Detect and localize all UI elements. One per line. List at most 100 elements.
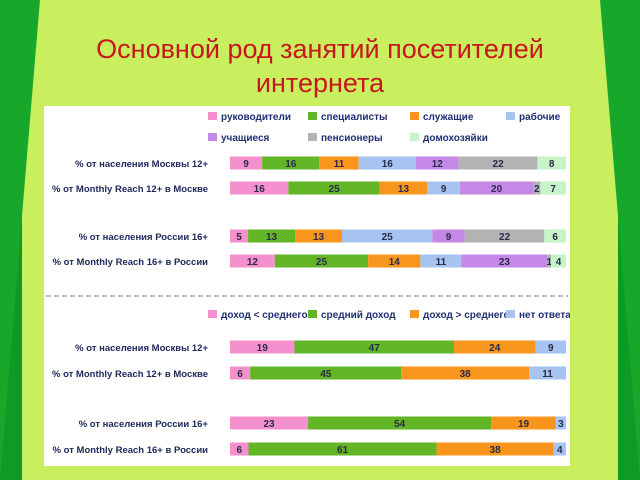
data-label-2-2-1: 6 [237,369,243,380]
bar-segment-2-1-2 [294,340,454,354]
row-label-2-2: % от Monthly Reach 12+ в Москве [52,369,208,380]
data-label-1-1-7: 8 [549,159,555,170]
legend-label-2-2: средний доход [321,310,396,321]
data-label-1-3-5: 9 [446,232,452,243]
legend-swatch-1-2 [308,112,317,120]
data-label-1-4-6: 1 [546,257,552,268]
legend-swatch-1-3 [410,112,419,120]
data-label-1-2-7: 7 [550,184,556,195]
bar-segment-1-1-4 [358,156,416,170]
data-label-2-4-4: 4 [557,445,563,456]
legend-label-2-1: доход < среднего [221,310,308,321]
legend-label-1-2: специалисты [321,112,388,123]
bar-segment-2-1-1 [230,340,295,354]
bar-segment-1-3-6 [464,229,545,243]
data-label-2-3-2: 54 [394,419,406,430]
data-label-1-3-4: 25 [382,232,394,243]
row-label-1-2: % от Monthly Reach 12+ в Москве [52,184,208,195]
row-label-1-3: % от населения России 16+ [79,232,209,243]
data-label-1-1-6: 22 [493,159,505,170]
data-label-1-4-1: 12 [247,257,259,268]
data-label-1-3-1: 5 [236,232,242,243]
legend-swatch-2-4 [506,310,515,318]
bar-segment-1-1-3 [319,156,359,170]
data-label-1-3-2: 13 [266,232,278,243]
legend-swatch-1-1 [208,112,217,120]
bar-segment-1-4-6 [547,254,552,268]
bar-segment-2-4-1 [230,442,249,456]
bar-segment-1-1-2 [262,156,320,170]
stacked-bar-charts: руководители специалисты служащие рабочие уч… [46,111,571,456]
data-label-2-4-2: 61 [337,445,349,456]
bar-segment-2-4-3 [436,442,554,456]
bar-segment-1-4-4 [420,254,462,268]
bar-segment-1-4-1 [230,254,275,268]
bar-segment-1-2-7 [540,181,566,195]
bar-segment-1-4-3 [368,254,421,268]
data-label-2-3-4: 3 [558,419,564,430]
legend-label-1-1: руководители [221,112,291,123]
legend-swatch-1-4 [506,112,515,120]
bar-segment-2-2-2 [250,366,402,380]
bar-segment-2-4-4 [553,442,566,456]
bar-segment-1-2-3 [379,181,428,195]
bar-segment-1-3-2 [248,229,296,243]
legend-label-1-3: служащие [423,112,474,123]
legend-swatch-1-6 [308,133,317,141]
row-label-2-4: % от Monthly Reach 16+ в России [53,445,209,456]
bar-segment-1-2-6 [533,181,541,195]
legend-swatch-2-3 [410,310,419,318]
slide-title: Основной род занятий посетителей интерне… [0,32,640,100]
data-label-1-2-2: 25 [329,184,341,195]
data-label-1-1-3: 11 [334,159,345,170]
data-label-2-4-1: 6 [236,445,242,456]
bar-segment-1-1-6 [458,156,538,170]
legend-swatch-1-7 [410,133,419,141]
bar-segment-1-3-1 [230,229,249,243]
data-label-2-1-1: 19 [257,343,269,354]
data-label-2-2-2: 45 [320,369,332,380]
bar-segment-1-3-5 [432,229,465,243]
row-label-1-1: % от населения Москвы 12+ [75,159,208,170]
row-label-2-3: % от населения России 16+ [79,419,209,430]
data-label-2-4-3: 38 [490,445,502,456]
bar-segment-2-3-2 [308,416,492,430]
legend-label-1-6: пенсионеры [321,133,383,144]
data-label-2-2-3: 38 [460,369,472,380]
bar-segment-2-2-3 [401,366,530,380]
left-green-accent [0,0,40,480]
data-label-1-4-3: 14 [389,257,401,268]
bar-segment-2-3-3 [491,416,556,430]
title-line-2: интернета [255,68,385,98]
legend-swatch-2-1 [208,310,217,318]
data-label-2-3-3: 19 [518,419,530,430]
title-line-1: Основной род занятий посетителей [96,34,544,64]
data-label-1-3-6: 22 [499,232,511,243]
data-label-2-2-4: 11 [542,369,553,380]
data-label-1-3-7: 6 [552,232,558,243]
data-label-1-1-4: 16 [382,159,394,170]
bar-segment-1-2-2 [288,181,380,195]
bar-segment-1-4-5 [461,254,548,268]
right-green-accent [600,0,640,480]
legend-label-1-4: рабочие [519,111,561,123]
bar-segment-2-3-1 [230,416,309,430]
bar-segment-2-1-3 [454,340,536,354]
data-label-1-2-6: 2 [534,184,540,195]
data-label-2-1-4: 9 [548,343,554,354]
data-label-1-4-2: 25 [316,257,328,268]
data-label-2-3-1: 23 [263,419,275,430]
bar-segment-1-3-3 [295,229,342,243]
data-label-1-2-4: 9 [441,184,447,195]
chart-panel: руководители специалисты служащие рабочие уч… [44,106,571,466]
bar-segment-1-2-1 [230,181,289,195]
bar-segment-1-3-7 [544,229,566,243]
bar-segment-1-3-4 [342,229,433,243]
data-label-1-2-3: 13 [398,184,410,195]
bar-segment-1-4-7 [551,254,566,268]
legend-label-2-4: нет ответа [519,310,570,321]
data-label-1-4-7: 4 [556,257,562,268]
data-label-2-1-3: 24 [489,343,501,354]
row-label-1-4: % от Monthly Reach 16+ в России [53,257,209,268]
data-label-1-2-5: 20 [491,184,503,195]
